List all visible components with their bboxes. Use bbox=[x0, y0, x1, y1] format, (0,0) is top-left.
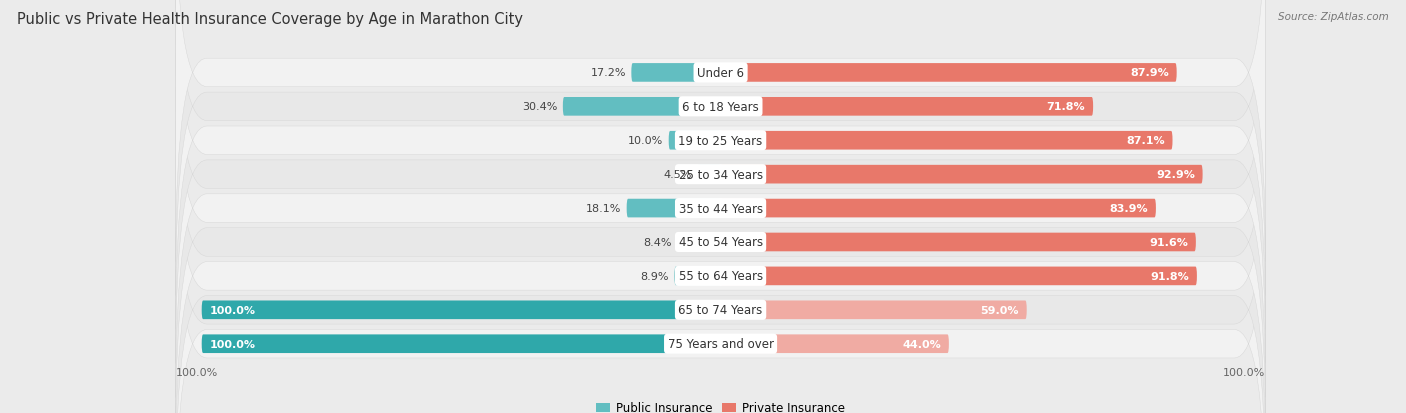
FancyBboxPatch shape bbox=[678, 233, 721, 252]
Text: Source: ZipAtlas.com: Source: ZipAtlas.com bbox=[1278, 12, 1389, 22]
Text: 75 Years and over: 75 Years and over bbox=[668, 337, 773, 350]
FancyBboxPatch shape bbox=[627, 199, 721, 218]
FancyBboxPatch shape bbox=[176, 88, 1265, 413]
FancyBboxPatch shape bbox=[201, 301, 721, 319]
Text: 59.0%: 59.0% bbox=[980, 305, 1019, 315]
FancyBboxPatch shape bbox=[201, 335, 721, 353]
Text: 45 to 54 Years: 45 to 54 Years bbox=[679, 236, 762, 249]
Text: 10.0%: 10.0% bbox=[628, 136, 664, 146]
FancyBboxPatch shape bbox=[721, 166, 1202, 184]
Text: 87.9%: 87.9% bbox=[1130, 68, 1168, 78]
Text: 4.5%: 4.5% bbox=[664, 170, 692, 180]
Text: 100.0%: 100.0% bbox=[209, 339, 256, 349]
FancyBboxPatch shape bbox=[176, 54, 1265, 413]
Text: 19 to 25 Years: 19 to 25 Years bbox=[679, 134, 762, 147]
FancyBboxPatch shape bbox=[675, 267, 721, 285]
Text: 55 to 64 Years: 55 to 64 Years bbox=[679, 270, 762, 283]
FancyBboxPatch shape bbox=[176, 0, 1265, 296]
Text: 8.9%: 8.9% bbox=[641, 271, 669, 281]
Text: 35 to 44 Years: 35 to 44 Years bbox=[679, 202, 762, 215]
Text: 91.6%: 91.6% bbox=[1149, 237, 1188, 247]
FancyBboxPatch shape bbox=[176, 121, 1265, 413]
Text: 91.8%: 91.8% bbox=[1150, 271, 1189, 281]
FancyBboxPatch shape bbox=[721, 267, 1197, 285]
Legend: Public Insurance, Private Insurance: Public Insurance, Private Insurance bbox=[592, 396, 849, 413]
Text: 71.8%: 71.8% bbox=[1046, 102, 1085, 112]
FancyBboxPatch shape bbox=[176, 20, 1265, 397]
FancyBboxPatch shape bbox=[721, 132, 1173, 150]
Text: 100.0%: 100.0% bbox=[1223, 368, 1265, 377]
Text: 8.4%: 8.4% bbox=[644, 237, 672, 247]
FancyBboxPatch shape bbox=[631, 64, 721, 83]
Text: 25 to 34 Years: 25 to 34 Years bbox=[679, 168, 762, 181]
Text: Public vs Private Health Insurance Coverage by Age in Marathon City: Public vs Private Health Insurance Cover… bbox=[17, 12, 523, 27]
FancyBboxPatch shape bbox=[669, 132, 721, 150]
FancyBboxPatch shape bbox=[176, 0, 1265, 262]
FancyBboxPatch shape bbox=[721, 335, 949, 353]
FancyBboxPatch shape bbox=[721, 233, 1197, 252]
Text: 6 to 18 Years: 6 to 18 Years bbox=[682, 101, 759, 114]
Text: 100.0%: 100.0% bbox=[176, 368, 218, 377]
FancyBboxPatch shape bbox=[697, 166, 721, 184]
Text: 65 to 74 Years: 65 to 74 Years bbox=[679, 304, 762, 316]
FancyBboxPatch shape bbox=[562, 98, 721, 116]
FancyBboxPatch shape bbox=[176, 0, 1265, 363]
Text: 30.4%: 30.4% bbox=[522, 102, 558, 112]
Text: 83.9%: 83.9% bbox=[1109, 204, 1149, 214]
Text: 17.2%: 17.2% bbox=[591, 68, 626, 78]
FancyBboxPatch shape bbox=[176, 0, 1265, 330]
FancyBboxPatch shape bbox=[721, 301, 1026, 319]
Text: Under 6: Under 6 bbox=[697, 67, 744, 80]
Text: 44.0%: 44.0% bbox=[903, 339, 941, 349]
FancyBboxPatch shape bbox=[176, 155, 1265, 413]
Text: 87.1%: 87.1% bbox=[1126, 136, 1164, 146]
FancyBboxPatch shape bbox=[721, 98, 1092, 116]
Text: 100.0%: 100.0% bbox=[209, 305, 256, 315]
FancyBboxPatch shape bbox=[721, 64, 1177, 83]
Text: 18.1%: 18.1% bbox=[586, 204, 621, 214]
Text: 92.9%: 92.9% bbox=[1156, 170, 1195, 180]
FancyBboxPatch shape bbox=[721, 199, 1156, 218]
